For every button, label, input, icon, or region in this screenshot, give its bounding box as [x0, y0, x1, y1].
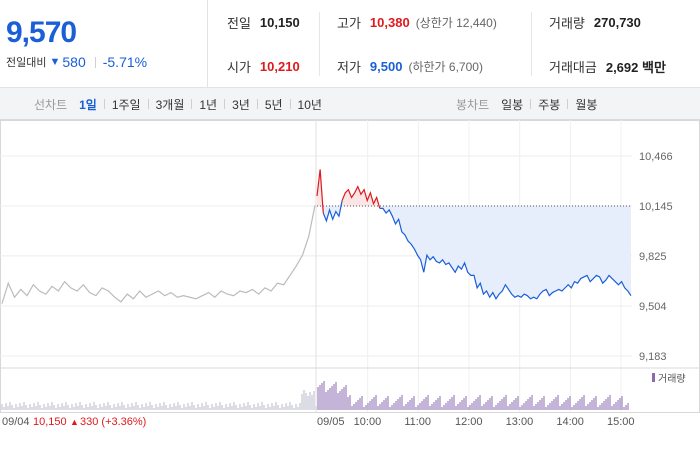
x-tick-label: 15:00 — [607, 416, 635, 428]
lower-limit-text: (하한가 6,700) — [408, 59, 483, 74]
chart-period-tabbar: 선차트 1일 1주일 3개월 1년 3년 5년 10년 봉차트 일봉 주봉 월봉 — [0, 88, 700, 120]
trade-value-value: 2,692 백만 — [605, 59, 666, 75]
open-cell: 시가 10,210 — [227, 44, 300, 88]
intraday-chart[interactable]: 10,466 10,145 9,825 9,504 9,183 거래량 09/04 10,15… — [0, 120, 700, 450]
divider — [191, 99, 193, 109]
divider — [94, 56, 96, 68]
x-tick-label: 14:00 — [556, 416, 584, 428]
divider — [530, 99, 532, 109]
divider — [567, 99, 569, 109]
divider — [224, 99, 226, 109]
prev-day-price-line — [1, 205, 316, 304]
today-price-line — [322, 200, 343, 223]
tab-weekly-candle[interactable]: 주봉 — [538, 97, 561, 112]
upper-limit-text: (상한가 12,440) — [415, 15, 497, 30]
tab-daily-candle[interactable]: 일봉 — [501, 97, 524, 112]
prev-day-date-label: 09/04 — [2, 416, 30, 428]
tab-3months[interactable]: 3개월 — [155, 97, 185, 112]
divider — [319, 12, 320, 76]
divider — [147, 99, 149, 109]
high-value: 10,380 — [369, 14, 410, 30]
y-tick-label: 9,504 — [639, 301, 667, 313]
candle-chart-tabs: 봉차트 일봉 주봉 월봉 — [456, 88, 597, 120]
tab-monthly-candle[interactable]: 월봉 — [575, 97, 598, 112]
tab-5years[interactable]: 5년 — [264, 97, 283, 112]
trade-value-cell: 거래대금 2,692 백만 — [549, 44, 666, 88]
volume-legend-swatch — [652, 373, 655, 382]
price-block: 9,570 전일대비 ▼ 580 -5.71% — [0, 0, 208, 88]
line-chart-label: 선차트 — [34, 97, 68, 112]
high-cell: 고가 10,380 (상한가 12,440) — [337, 0, 497, 44]
quote-info-grid: 전일 10,150 시가 10,210 고가 10,380 (상한가 12,44… — [209, 0, 700, 88]
line-chart-tabs: 선차트 1일 1주일 3개월 1년 3년 5년 10년 — [34, 88, 322, 120]
volume-label: 거래량 — [549, 15, 585, 31]
change-value: 580 — [62, 54, 86, 70]
tab-3years[interactable]: 3년 — [232, 97, 250, 112]
divider — [256, 99, 258, 109]
volume-legend: 거래량 — [658, 373, 686, 385]
prev-close-value: 10,150 — [259, 14, 300, 30]
stock-summary: 9,570 전일대비 ▼ 580 -5.71% 전일 10,150 시가 10,… — [0, 0, 700, 88]
prev-day-change-label: 330 (+3.36%) — [80, 416, 146, 428]
low-label: 저가 — [337, 59, 361, 75]
low-value: 9,500 — [369, 58, 403, 74]
divider — [531, 12, 532, 76]
change-percent: -5.71% — [102, 54, 148, 70]
x-tick-label: 13:00 — [506, 416, 534, 428]
today-price-line — [316, 169, 324, 214]
tab-1week[interactable]: 1주일 — [111, 97, 141, 112]
up-triangle-icon: ▲ — [70, 417, 79, 427]
prev-day-close-label: 10,150 — [33, 416, 67, 428]
prev-close-cell: 전일 10,150 — [227, 0, 300, 44]
tab-1year[interactable]: 1년 — [199, 97, 218, 112]
y-tick-label: 10,466 — [639, 151, 673, 163]
tab-10years[interactable]: 10년 — [297, 97, 322, 112]
above-prev-close-area — [317, 169, 631, 207]
below-prev-close-area — [317, 206, 631, 299]
x-tick-label: 09/05 — [317, 416, 345, 428]
change-label: 전일대비 — [6, 57, 47, 69]
open-label: 시가 — [227, 59, 251, 75]
tab-1day[interactable]: 1일 — [79, 97, 97, 112]
x-tick-label: 10:00 — [354, 416, 382, 428]
x-tick-label: 12:00 — [455, 416, 483, 428]
divider — [289, 99, 291, 109]
change-row: 전일대비 ▼ 580 -5.71% — [6, 54, 147, 70]
volume-cell: 거래량 270,730 — [549, 0, 641, 44]
y-tick-label: 10,145 — [639, 201, 673, 213]
low-cell: 저가 9,500 (하한가 6,700) — [337, 44, 483, 88]
high-label: 고가 — [337, 15, 361, 31]
candle-chart-label: 봉차트 — [456, 97, 490, 112]
trade-value-label: 거래대금 — [549, 59, 597, 75]
current-price: 9,570 — [6, 16, 77, 49]
down-triangle-icon: ▼ — [49, 56, 61, 68]
volume-value: 270,730 — [593, 14, 641, 30]
divider — [103, 99, 105, 109]
price-chart-svg: 10,466 10,145 9,825 9,504 9,183 거래량 09/04 10,15… — [0, 120, 700, 428]
today-price-line — [379, 207, 632, 300]
x-tick-label: 11:00 — [404, 416, 431, 428]
today-price-line — [341, 185, 381, 209]
y-tick-label: 9,825 — [639, 251, 667, 263]
open-value: 10,210 — [259, 58, 300, 74]
prev-close-label: 전일 — [227, 15, 251, 31]
y-tick-label: 9,183 — [639, 351, 667, 363]
